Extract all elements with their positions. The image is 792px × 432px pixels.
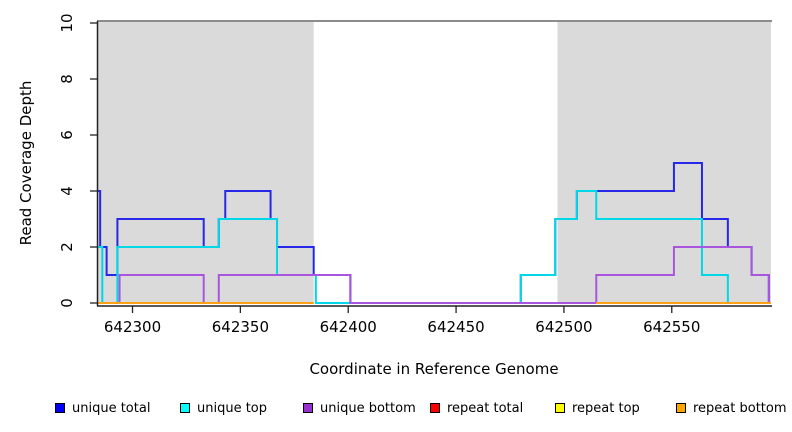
x-tick-label: 642400 — [319, 318, 377, 336]
legend-item-repeat-bottom: repeat bottom — [676, 399, 787, 417]
legend-swatch-icon — [303, 403, 313, 413]
legend-label: unique top — [197, 400, 268, 416]
legend-item-unique-bottom: unique bottom — [303, 399, 416, 417]
legend-label: unique total — [72, 400, 151, 416]
shaded-region — [98, 22, 314, 303]
x-tick-label: 642300 — [103, 318, 162, 336]
legend-item-repeat-total: repeat total — [430, 399, 523, 417]
legend-label: repeat bottom — [693, 400, 787, 416]
x-tick-label: 642450 — [427, 318, 485, 336]
legend-swatch-icon — [676, 403, 686, 413]
x-axis-title: Coordinate in Reference Genome — [309, 360, 559, 378]
y-tick-label: 6 — [58, 130, 76, 140]
legend-label: repeat top — [572, 400, 640, 416]
y-tick-label: 4 — [58, 186, 76, 196]
series-line-unique-bottom — [98, 246, 771, 304]
y-axis-title: Read Coverage Depth — [17, 80, 35, 246]
shaded-region — [557, 22, 771, 303]
legend-label: unique bottom — [320, 400, 416, 416]
legend-item-repeat-top: repeat top — [555, 399, 640, 417]
x-tick-label: 642550 — [643, 318, 701, 336]
y-tick-label: 2 — [58, 242, 76, 252]
legend-swatch-icon — [555, 403, 565, 413]
x-tick-label: 642500 — [535, 318, 593, 336]
series-line-unique-top — [98, 190, 771, 304]
legend-item-unique-total: unique total — [55, 399, 150, 417]
legend-swatch-icon — [180, 403, 190, 413]
legend-swatch-icon — [430, 403, 440, 413]
legend-label: repeat total — [447, 400, 524, 416]
x-tick-label: 642350 — [211, 318, 269, 336]
y-tick-label: 8 — [58, 74, 76, 84]
y-tick-label: 10 — [58, 13, 76, 33]
legend-swatch-icon — [55, 403, 65, 413]
legend-item-unique-top: unique top — [180, 399, 267, 417]
y-tick-label: 0 — [58, 298, 76, 308]
